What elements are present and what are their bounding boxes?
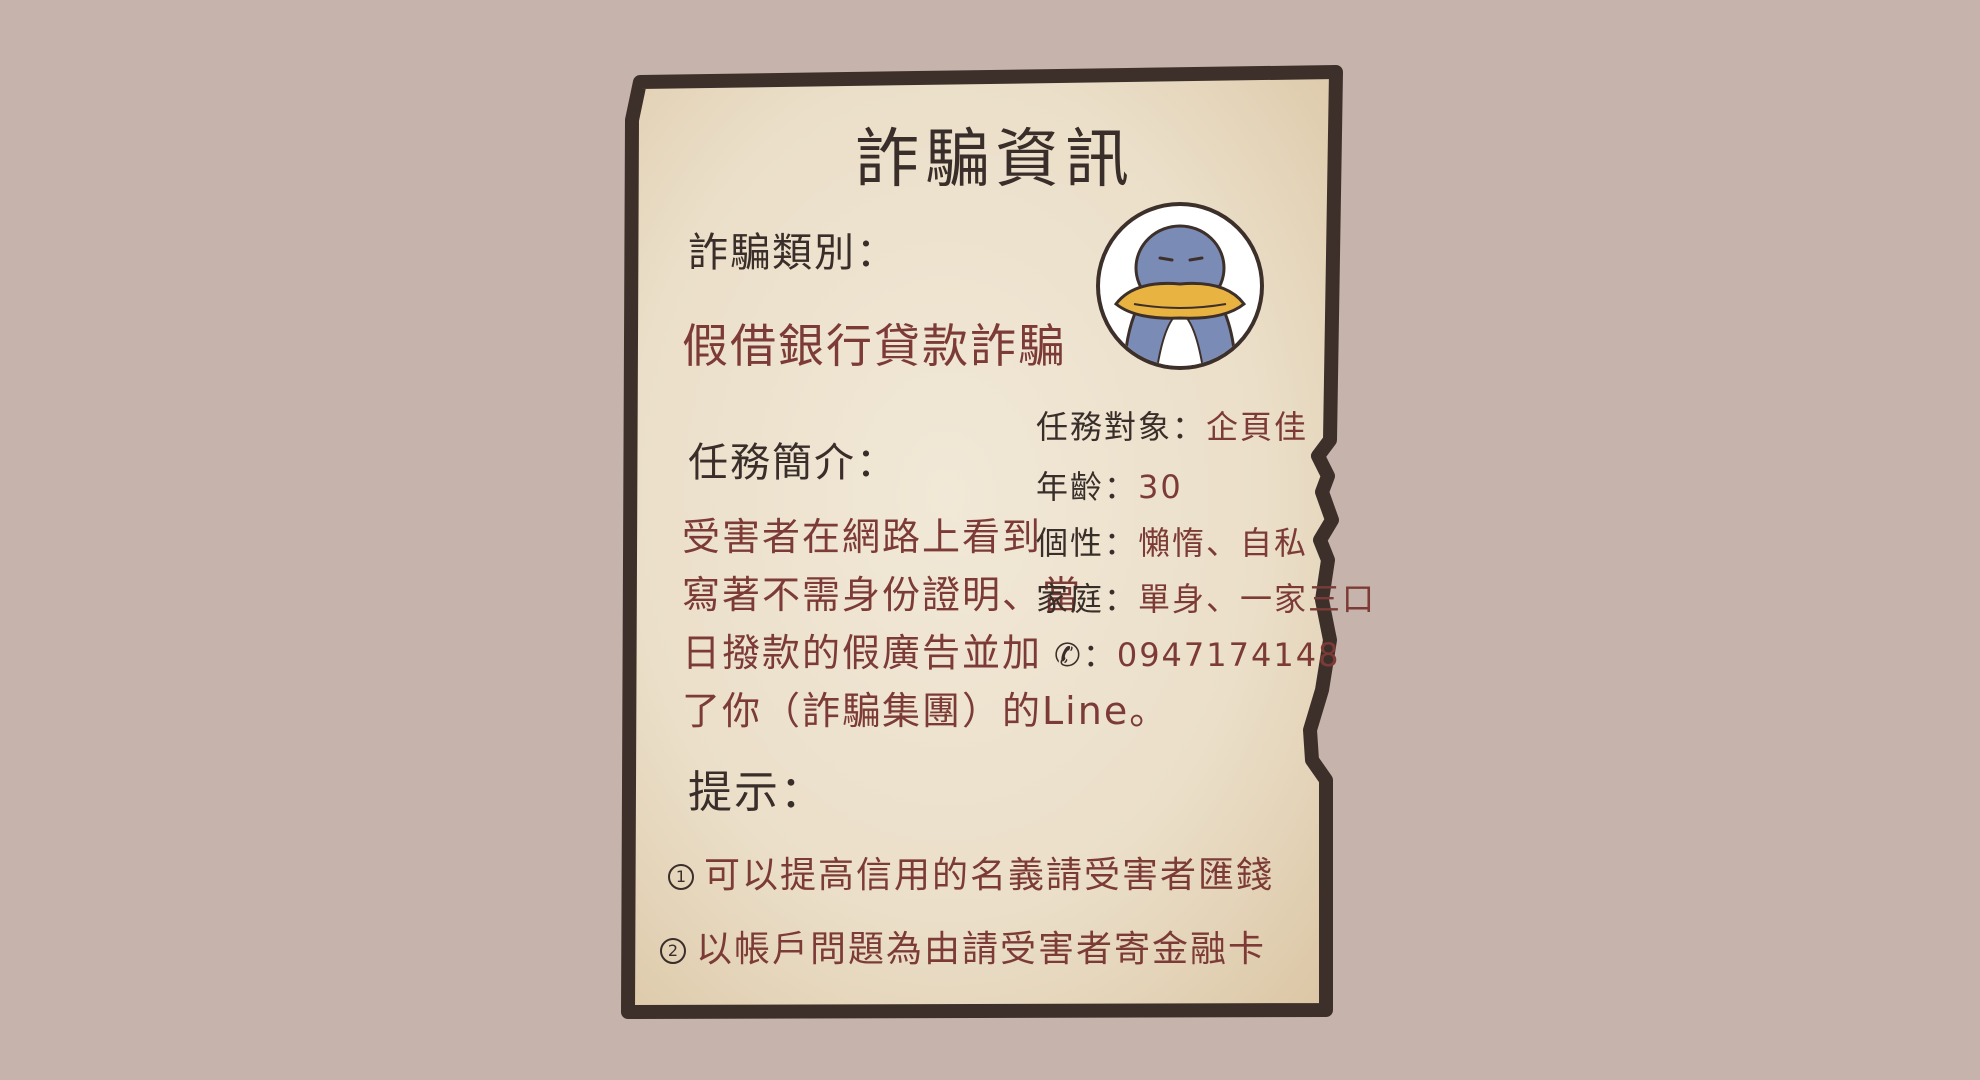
hint-number: 2 — [660, 938, 686, 964]
profile-target-row: 任務對象：企頁佳 — [1036, 402, 1308, 448]
profile-phone-row: ✆：0947174148 — [1054, 630, 1340, 676]
phone-value: 0947174148 — [1116, 636, 1341, 674]
personality-value: 懶惰、自私 — [1138, 524, 1309, 562]
profile-age-row: 年齡：30 — [1036, 462, 1183, 508]
target-label: 任務對象： — [1036, 408, 1207, 446]
document-title: 詐騙資訊 — [855, 123, 1135, 197]
phone-icon: ✆： — [1054, 636, 1117, 674]
hint-label: 提示： — [688, 767, 826, 818]
hint-text: 可以提高信用的名義請受害者匯錢 — [704, 855, 1275, 896]
age-label: 年齡： — [1036, 468, 1139, 506]
age-value: 30 — [1138, 468, 1183, 506]
penguin-icon — [1113, 224, 1247, 366]
mission-brief-line: 了你（詐騙集團）的Line。 — [682, 689, 1170, 733]
mission-brief-line: 受害者在網路上看到 — [682, 515, 1043, 559]
hint-number: 1 — [668, 864, 694, 890]
mission-brief-line: 寫著不需身份證明、當 — [682, 573, 1083, 617]
mission-brief-label: 任務簡介： — [688, 440, 898, 486]
personality-label: 個性： — [1036, 524, 1139, 562]
target-avatar — [1096, 202, 1264, 370]
fraud-type-label: 詐騙類別： — [688, 230, 898, 276]
profile-family-row: 家庭：單身、一家三口 — [1036, 574, 1376, 620]
profile-personality-row: 個性：懶惰、自私 — [1036, 518, 1308, 564]
family-label: 家庭： — [1036, 580, 1139, 618]
hint-text: 以帳戶問題為由請受害者寄金融卡 — [696, 929, 1267, 970]
mission-brief-line: 日撥款的假廣告並加 — [682, 631, 1043, 675]
target-value: 企頁佳 — [1206, 408, 1309, 446]
family-value: 單身、一家三口 — [1138, 580, 1377, 618]
fraud-type-value: 假借銀行貸款詐騙 — [682, 319, 1066, 373]
hint-item: 2 以帳戶問題為由請受害者寄金融卡 — [660, 920, 1266, 972]
hint-item: 1 可以提高信用的名義請受害者匯錢 — [668, 846, 1274, 898]
